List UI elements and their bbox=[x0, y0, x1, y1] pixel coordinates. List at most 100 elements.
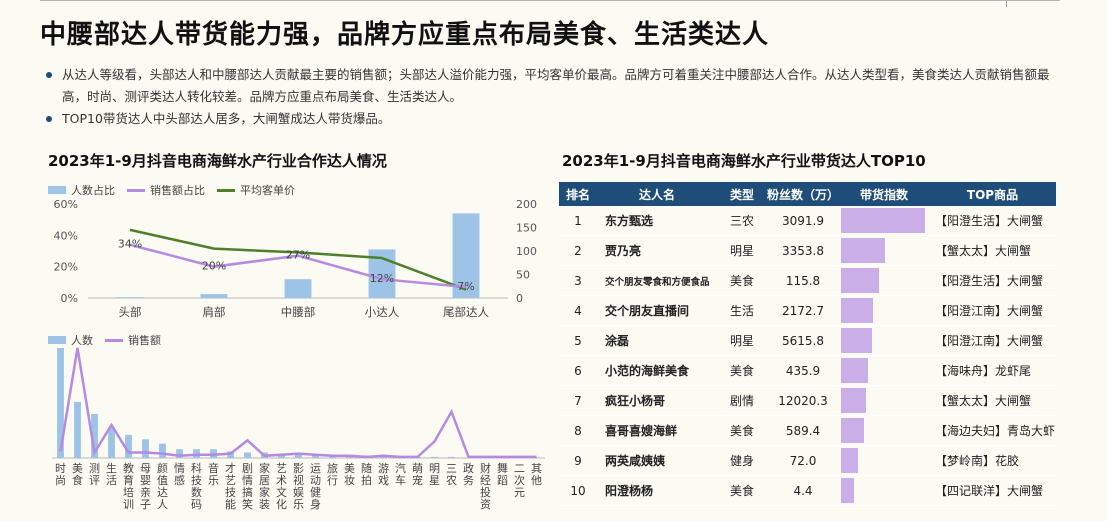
type-cell: 明星 bbox=[717, 235, 767, 266]
sales-share-label: 12% bbox=[370, 272, 394, 285]
x-tick-label: 政务 bbox=[463, 461, 474, 487]
product-cell: 【阳澄江南】大闸蟹 bbox=[929, 295, 1056, 326]
fans-cell: 435.9 bbox=[767, 355, 839, 386]
x-tick-label: 其他 bbox=[531, 462, 542, 487]
name-cell: 涂磊 bbox=[597, 325, 717, 356]
x-tick-char: 食 bbox=[72, 473, 83, 487]
x-tick-label: 科技数码 bbox=[191, 461, 202, 511]
chart2-legend: 人数 销售额 bbox=[48, 332, 173, 348]
x-tick-label: 肩部 bbox=[203, 305, 226, 319]
fans-cell: 12020.3 bbox=[767, 385, 839, 416]
table-header-cell: 带货指数 bbox=[839, 182, 929, 206]
type-cell: 美食 bbox=[717, 415, 767, 446]
table-header-cell: 排名 bbox=[559, 182, 597, 206]
y-left-tick-label: 60% bbox=[54, 198, 78, 211]
x-tick-char: 数 bbox=[191, 486, 202, 499]
rank-cell: 3 bbox=[559, 265, 597, 296]
x-tick-char: 技 bbox=[225, 486, 236, 499]
x-tick-label: 中腰部 bbox=[281, 305, 316, 319]
count-bar bbox=[142, 439, 149, 458]
summary-bullets: 从达人等级看，头部达人和中腰部达人贡献最主要的销售额；头部达人溢价能力强，平均客… bbox=[44, 64, 1064, 130]
index-bar bbox=[841, 448, 858, 473]
x-tick-char: 情 bbox=[242, 474, 253, 487]
count-share-bar bbox=[452, 213, 480, 298]
x-tick-char: 搞 bbox=[242, 485, 253, 499]
x-tick-char: 音 bbox=[208, 461, 219, 475]
x-tick-char: 蹈 bbox=[497, 474, 508, 487]
x-tick-char: 才 bbox=[225, 461, 236, 475]
index-cell bbox=[839, 385, 929, 416]
product-cell: 【阳澄生活】大闸蟹 bbox=[929, 265, 1056, 296]
top10-table: 排名 达人名 类型 粉丝数（万） 带货指数 TOP商品 1 东方甄选 三农 3091.9 【阳澄生… bbox=[559, 182, 1056, 506]
x-tick-char: 育 bbox=[123, 473, 134, 487]
legend-label: 人数占比 bbox=[71, 184, 115, 197]
legend-item-sales: 销售额 bbox=[105, 332, 161, 348]
count-bar bbox=[159, 443, 166, 458]
y-left-tick-label: 20% bbox=[54, 261, 78, 274]
index-cell bbox=[839, 475, 929, 506]
type-cell: 生活 bbox=[717, 295, 767, 326]
rank-cell: 7 bbox=[559, 385, 597, 416]
table-row: 6 小范的海鲜美食 美食 435.9 【海味舟】龙虾尾 bbox=[559, 355, 1056, 386]
x-tick-char: 务 bbox=[463, 474, 474, 487]
chart1-title: 2023年1-9月抖音电商海鲜水产行业合作达人情况 bbox=[48, 152, 387, 170]
count-bar bbox=[91, 414, 98, 458]
x-tick-char: 经 bbox=[480, 474, 491, 487]
name-cell: 交个朋友零食和方便食品 bbox=[597, 265, 717, 296]
x-tick-char: 感 bbox=[174, 474, 185, 487]
product-cell: 【阳澄江南】大闸蟹 bbox=[929, 325, 1056, 356]
x-tick-label: 萌宠 bbox=[412, 461, 423, 487]
count-bar bbox=[176, 449, 183, 458]
x-tick-char: 尚 bbox=[55, 473, 66, 487]
legend-label: 销售额占比 bbox=[150, 184, 205, 197]
x-tick-char: 财 bbox=[480, 461, 491, 475]
x-tick-char: 技 bbox=[191, 474, 202, 487]
name-cell: 阳澄杨杨 bbox=[597, 475, 717, 506]
x-tick-char: 训 bbox=[123, 498, 134, 511]
count-bar bbox=[312, 454, 319, 458]
x-tick-char: 其 bbox=[531, 462, 542, 475]
rank-cell: 5 bbox=[559, 325, 597, 356]
type-cell: 美食 bbox=[717, 265, 767, 296]
fans-cell: 2172.7 bbox=[767, 295, 839, 326]
index-bar bbox=[841, 238, 885, 263]
x-tick-label: 汽车 bbox=[395, 461, 406, 487]
x-tick-label: 颜值达人 bbox=[157, 462, 168, 511]
index-bar bbox=[841, 418, 864, 443]
table-header-row: 排名 达人名 类型 粉丝数（万） 带货指数 TOP商品 bbox=[559, 182, 1056, 206]
x-tick-char: 评 bbox=[89, 474, 100, 487]
x-tick-label: 母婴亲子 bbox=[140, 462, 151, 511]
x-tick-char: 码 bbox=[191, 498, 202, 511]
x-tick-char: 随 bbox=[361, 461, 372, 475]
x-tick-char: 人 bbox=[157, 498, 168, 511]
x-tick-char: 术 bbox=[276, 474, 287, 487]
index-bar bbox=[841, 298, 873, 323]
legend-label: 销售额 bbox=[128, 334, 161, 347]
y-left-tick-label: 40% bbox=[54, 229, 78, 242]
name-cell: 贾乃亮 bbox=[597, 235, 717, 266]
x-tick-char: 娱 bbox=[293, 485, 304, 499]
name-cell: 喜哥喜嫂海鲜 bbox=[597, 415, 717, 446]
x-tick-label: 时尚 bbox=[55, 462, 66, 487]
x-tick-label: 财经投资 bbox=[480, 461, 491, 511]
x-tick-label: 明星 bbox=[429, 462, 440, 487]
sales-share-label: 20% bbox=[202, 260, 226, 273]
fans-cell: 115.8 bbox=[767, 265, 839, 296]
type-cell: 美食 bbox=[717, 355, 767, 386]
type-cell: 明星 bbox=[717, 325, 767, 356]
fans-cell: 72.0 bbox=[767, 445, 839, 476]
x-tick-label: 随拍 bbox=[361, 461, 372, 487]
legend-swatch-line bbox=[105, 338, 123, 342]
x-tick-char: 投 bbox=[480, 485, 491, 499]
page-title: 中腰部达人带货能力强，品牌方应重点布局美食、生活类达人 bbox=[40, 20, 770, 50]
x-tick-char: 健 bbox=[310, 486, 321, 499]
x-tick-char: 笑 bbox=[242, 497, 253, 511]
count-bar bbox=[108, 427, 115, 458]
x-tick-char: 装 bbox=[259, 498, 270, 511]
x-tick-label: 教育培训 bbox=[123, 462, 134, 511]
x-tick-label: 二次元 bbox=[514, 462, 525, 499]
x-tick-char: 化 bbox=[276, 497, 287, 511]
index-bar bbox=[841, 208, 925, 233]
legend-item-count: 人数 bbox=[48, 332, 93, 348]
count-bar bbox=[57, 348, 64, 458]
